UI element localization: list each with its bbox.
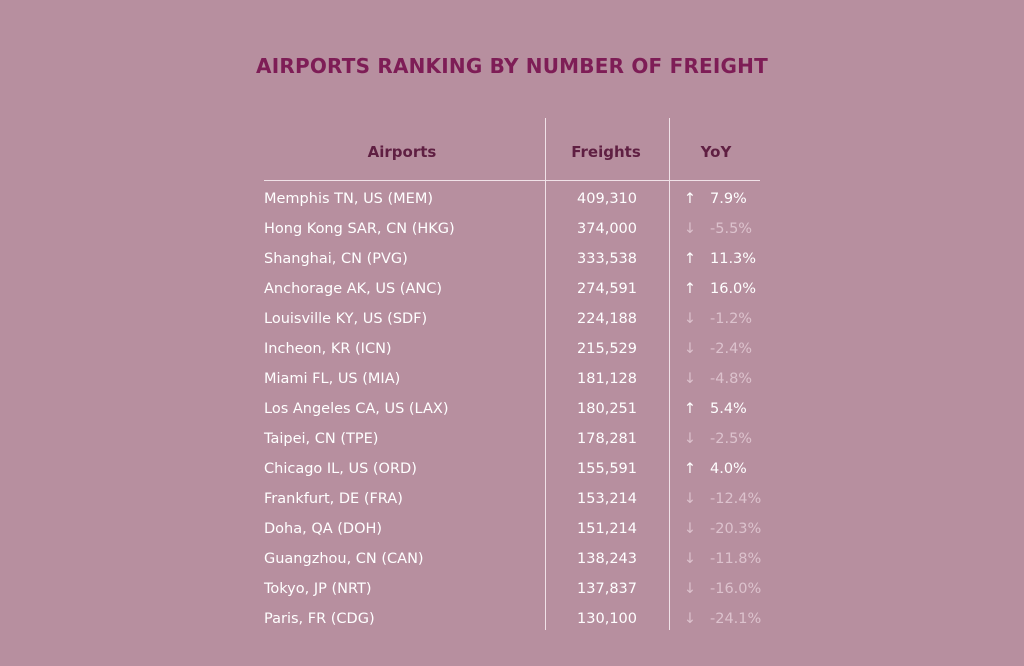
freights-cell: 180,251 [577,401,637,417]
airport-cell: Paris, FR (CDG) [264,611,375,627]
airport-cell: Tokyo, JP (NRT) [264,581,372,597]
airport-cell: Memphis TN, US (MEM) [264,191,433,207]
table-row: Anchorage AK, US (ANC) 274,591 ↑ 16.0% [0,274,1024,304]
arrow-down-icon: ↓ [683,311,697,327]
header-divider [264,180,760,181]
arrow-down-icon: ↓ [683,551,697,567]
arrow-down-icon: ↓ [683,371,697,387]
table-row: Tokyo, JP (NRT) 137,837 ↓ -16.0% [0,574,1024,604]
yoy-cell: -1.2% [710,311,753,327]
freights-cell: 151,214 [577,521,637,537]
yoy-cell: 5.4% [710,401,747,417]
freights-cell: 178,281 [577,431,637,447]
table-row: Miami FL, US (MIA) 181,128 ↓ -4.8% [0,364,1024,394]
table-row: Los Angeles CA, US (LAX) 180,251 ↑ 5.4% [0,394,1024,424]
column-header-freights: Freights [571,143,641,161]
freights-cell: 153,214 [577,491,637,507]
chart-title: AIRPORTS RANKING BY NUMBER OF FREIGHT [256,54,768,78]
arrow-up-icon: ↑ [683,191,697,207]
table-row: Shanghai, CN (PVG) 333,538 ↑ 11.3% [0,244,1024,274]
yoy-cell: -2.5% [710,431,753,447]
freights-cell: 181,128 [577,371,637,387]
table-row: Frankfurt, DE (FRA) 153,214 ↓ -12.4% [0,484,1024,514]
yoy-cell: -11.8% [710,551,762,567]
freights-cell: 224,188 [577,311,637,327]
column-divider [545,118,546,630]
yoy-cell: 7.9% [710,191,747,207]
airport-cell: Anchorage AK, US (ANC) [264,281,443,297]
table-row: Louisville KY, US (SDF) 224,188 ↓ -1.2% [0,304,1024,334]
table-row: Paris, FR (CDG) 130,100 ↓ -24.1% [0,604,1024,634]
table-body: Memphis TN, US (MEM) 409,310 ↑ 7.9% Hong Kon… [0,184,1024,634]
airport-cell: Hong Kong SAR, CN (HKG) [264,221,455,237]
airport-cell: Los Angeles CA, US (LAX) [264,401,449,417]
arrow-up-icon: ↑ [683,401,697,417]
arrow-down-icon: ↓ [683,341,697,357]
freights-cell: 374,000 [577,221,637,237]
column-divider [669,118,670,630]
yoy-cell: -12.4% [710,491,762,507]
table-row: Guangzhou, CN (CAN) 138,243 ↓ -11.8% [0,544,1024,574]
yoy-cell: -2.4% [710,341,753,357]
freights-cell: 137,837 [577,581,637,597]
airport-cell: Chicago IL, US (ORD) [264,461,417,477]
yoy-cell: 4.0% [710,461,747,477]
airport-cell: Shanghai, CN (PVG) [264,251,408,267]
table-row: Doha, QA (DOH) 151,214 ↓ -20.3% [0,514,1024,544]
airport-cell: Frankfurt, DE (FRA) [264,491,403,507]
arrow-down-icon: ↓ [683,611,697,627]
airport-cell: Miami FL, US (MIA) [264,371,401,387]
table-row: Incheon, KR (ICN) 215,529 ↓ -2.4% [0,334,1024,364]
column-header-airports: Airports [367,143,437,161]
arrow-down-icon: ↓ [683,431,697,447]
yoy-cell: 11.3% [710,251,757,267]
arrow-down-icon: ↓ [683,221,697,237]
airport-cell: Incheon, KR (ICN) [264,341,392,357]
airport-cell: Louisville KY, US (SDF) [264,311,428,327]
arrow-up-icon: ↑ [683,461,697,477]
arrow-down-icon: ↓ [683,521,697,537]
airport-cell: Guangzhou, CN (CAN) [264,551,424,567]
freights-cell: 130,100 [577,611,637,627]
yoy-cell: -4.8% [710,371,753,387]
yoy-cell: -16.0% [710,581,762,597]
freights-cell: 274,591 [577,281,637,297]
table-row: Chicago IL, US (ORD) 155,591 ↑ 4.0% [0,454,1024,484]
freights-cell: 333,538 [577,251,637,267]
arrow-up-icon: ↑ [683,251,697,267]
freights-cell: 215,529 [577,341,637,357]
airport-cell: Doha, QA (DOH) [264,521,383,537]
freights-cell: 155,591 [577,461,637,477]
arrow-down-icon: ↓ [683,491,697,507]
table-row: Hong Kong SAR, CN (HKG) 374,000 ↓ -5.5% [0,214,1024,244]
airport-cell: Taipei, CN (TPE) [264,431,379,447]
table-row: Taipei, CN (TPE) 178,281 ↓ -2.5% [0,424,1024,454]
freights-cell: 138,243 [577,551,637,567]
column-header-yoy: YoY [700,143,732,161]
yoy-cell: -5.5% [710,221,753,237]
arrow-up-icon: ↑ [683,281,697,297]
table-row: Memphis TN, US (MEM) 409,310 ↑ 7.9% [0,184,1024,214]
yoy-cell: 16.0% [710,281,757,297]
freights-cell: 409,310 [577,191,637,207]
arrow-down-icon: ↓ [683,581,697,597]
yoy-cell: -24.1% [710,611,762,627]
yoy-cell: -20.3% [710,521,762,537]
